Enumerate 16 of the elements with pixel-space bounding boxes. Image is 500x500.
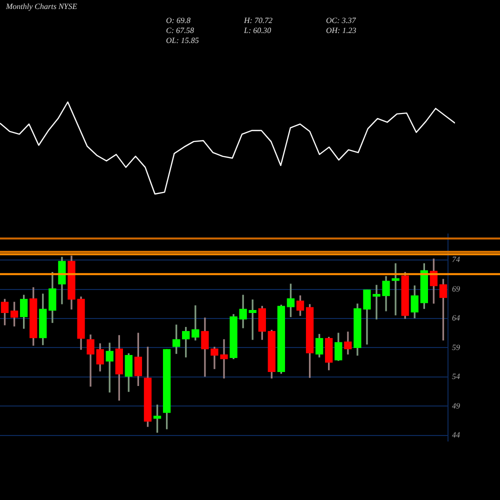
text: H: 70.72 <box>244 16 274 26</box>
text: OH: 1.23 <box>326 26 358 36</box>
text: O: 69.8 <box>166 16 192 26</box>
y-tick-label: 44 <box>452 430 460 440</box>
y-tick-label: 64 <box>452 314 460 323</box>
y-tick-label: 54 <box>452 372 460 382</box>
chart-title: Monthly Charts NYSE <box>6 2 78 11</box>
text: C: 67.58 <box>166 26 195 36</box>
text: OL: 15.85 <box>166 36 200 46</box>
text: L: 60.30 <box>244 26 272 36</box>
y-tick-label: 69 <box>452 284 460 294</box>
text: OC: 3.37 <box>326 16 357 26</box>
y-tick-label: 49 <box>452 401 460 410</box>
candlestick <box>392 263 400 316</box>
y-tick-label: 59 <box>452 342 460 352</box>
y-tick-label: 74 <box>452 255 460 264</box>
